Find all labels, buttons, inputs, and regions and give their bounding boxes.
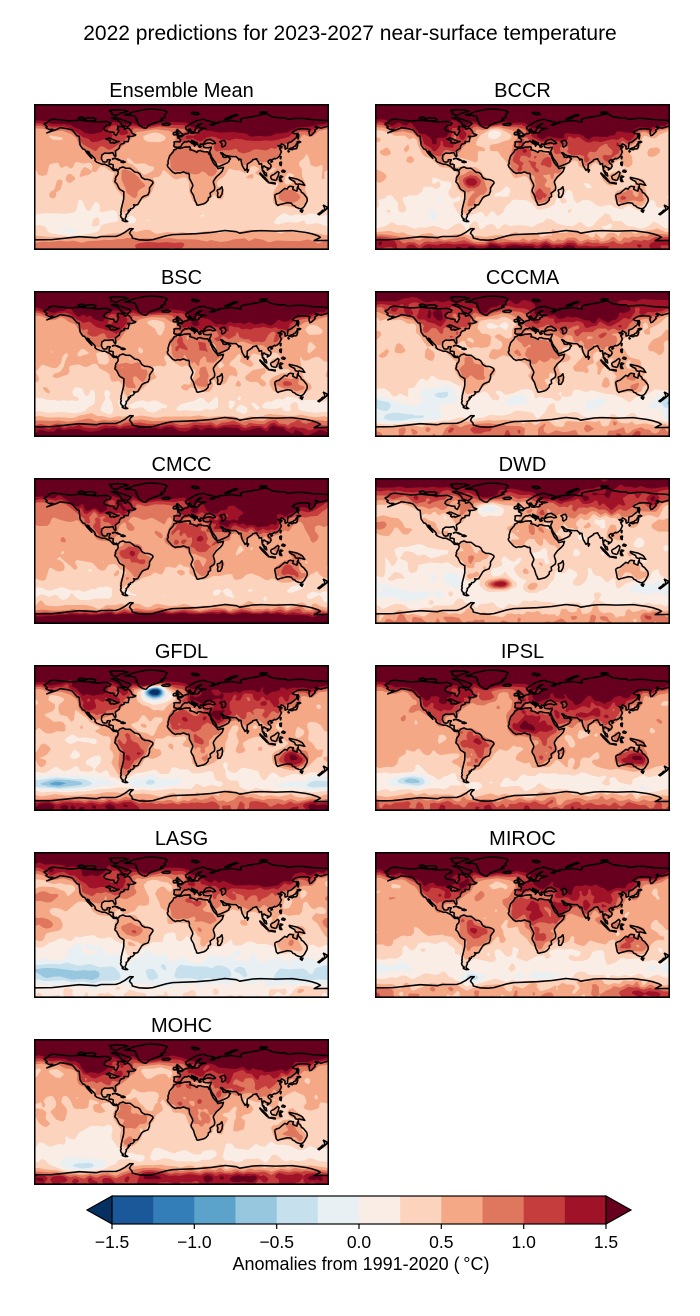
- svg-text:1.0: 1.0: [512, 1232, 537, 1252]
- svg-text:−1.0: −1.0: [177, 1232, 212, 1252]
- svg-text:1.5: 1.5: [594, 1232, 618, 1252]
- svg-text:0.0: 0.0: [347, 1232, 372, 1252]
- svg-text:−0.5: −0.5: [259, 1232, 294, 1252]
- svg-text:Anomalies from 1991-2020 ( °C): Anomalies from 1991-2020 ( °C): [233, 1254, 490, 1274]
- svg-text:−1.5: −1.5: [95, 1232, 130, 1252]
- svg-text:0.5: 0.5: [429, 1232, 453, 1252]
